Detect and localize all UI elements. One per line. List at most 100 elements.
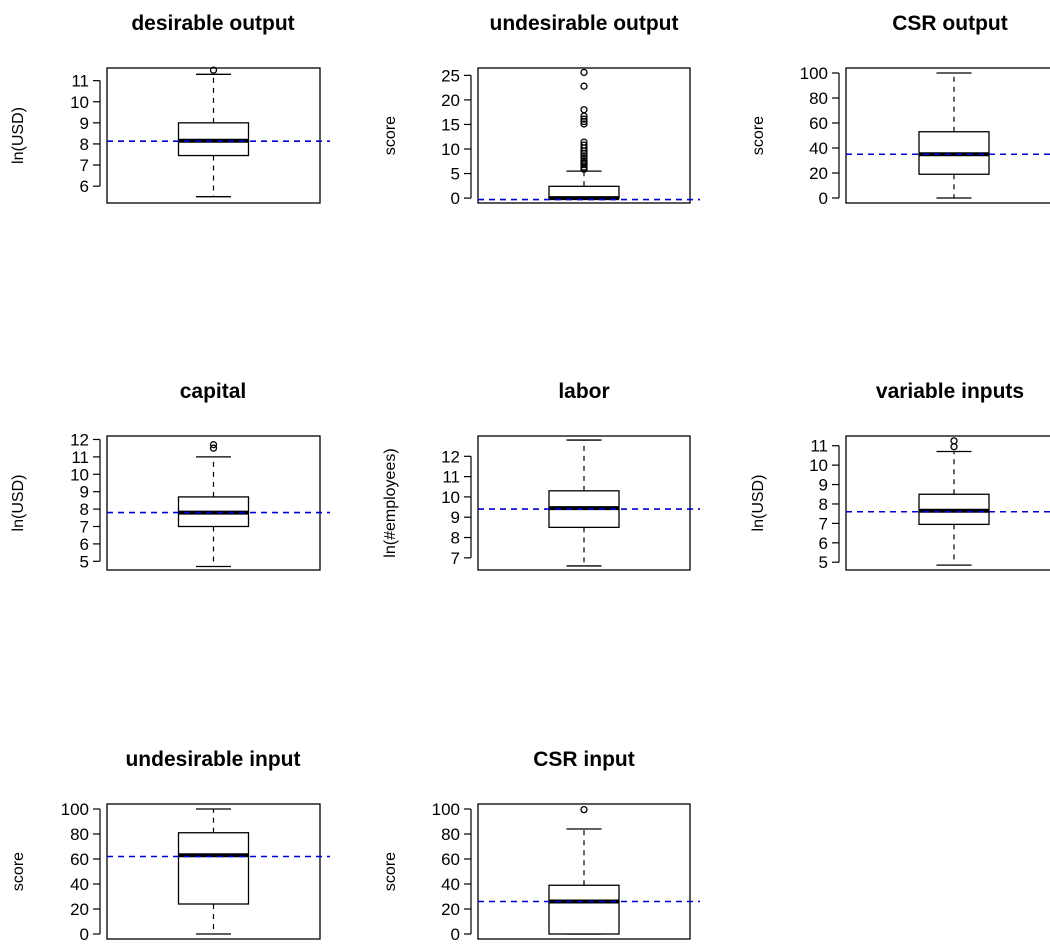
y-tick-label: 12: [70, 430, 89, 449]
y-tick-label: 10: [70, 93, 89, 112]
plot-frame: [106, 435, 321, 571]
y-tick-label: 7: [819, 514, 828, 533]
y-axis-label: score: [382, 116, 399, 155]
outlier-point: [580, 154, 588, 162]
y-tick-label: 10: [809, 456, 828, 475]
y-tick-label: 6: [80, 535, 89, 554]
chart-title: desirable output: [131, 12, 294, 35]
y-tick-label: 20: [441, 900, 460, 919]
y-tick-label: 10: [70, 465, 89, 484]
y-tick-label: 60: [70, 850, 89, 869]
y-tick-label: 9: [80, 483, 89, 502]
y-tick-label: 0: [80, 925, 89, 944]
outlier-point: [209, 441, 218, 449]
outlier-point: [580, 68, 588, 77]
chart-panel: desirable output ln(USD) 6 7 8 9 10 11: [10, 12, 330, 204]
y-axis-label: score: [750, 116, 767, 155]
y-tick-label: 8: [819, 495, 828, 514]
y-tick-label: 0: [451, 925, 460, 944]
y-axis-label: ln(USD): [750, 475, 767, 532]
plot-frame: [845, 67, 1050, 204]
y-tick-label: 25: [441, 66, 460, 85]
y-tick-label: 8: [80, 500, 89, 519]
y-tick-label: 60: [441, 850, 460, 869]
y-tick-label: 20: [809, 164, 828, 183]
y-tick-label: 100: [61, 800, 89, 819]
y-tick-label: 40: [70, 875, 89, 894]
y-tick-label: 0: [451, 189, 460, 208]
outlier-point: [580, 106, 588, 114]
y-tick-label: 40: [441, 875, 460, 894]
y-tick-label: 20: [70, 900, 89, 919]
y-tick-label: 100: [432, 800, 460, 819]
y-axis-label: score: [382, 852, 399, 891]
y-tick-label: 6: [80, 177, 89, 196]
outlier-point: [209, 66, 218, 74]
y-tick-label: 20: [441, 91, 460, 110]
plot-frame: [106, 803, 321, 940]
y-tick-label: 9: [451, 508, 460, 527]
chart-title: capital: [180, 380, 247, 403]
y-tick-label: 0: [819, 189, 828, 208]
chart-panel: undesirable output score 0 5 10 15 20 25: [382, 12, 700, 208]
y-tick-label: 7: [80, 156, 89, 175]
outlier-point: [580, 120, 588, 128]
y-tick-label: 7: [80, 517, 89, 536]
outlier-point: [580, 115, 588, 123]
y-axis-label: ln(#employees): [382, 448, 399, 557]
y-axis-label: ln(USD): [10, 107, 27, 164]
outlier-point: [950, 443, 958, 451]
box-iqr: [548, 884, 620, 935]
y-tick-label: 12: [441, 447, 460, 466]
box-iqr: [177, 832, 250, 905]
chart-title: undesirable output: [490, 12, 679, 35]
chart-title: CSR output: [892, 12, 1007, 35]
outlier-point: [580, 805, 588, 814]
y-tick-label: 100: [800, 64, 828, 83]
y-tick-label: 8: [80, 135, 89, 154]
chart-title: variable inputs: [876, 380, 1024, 403]
y-axis-label: ln(USD): [10, 475, 27, 532]
y-tick-label: 11: [442, 468, 460, 487]
chart-title: undesirable input: [125, 748, 300, 771]
outlier-point: [580, 152, 588, 160]
y-tick-label: 8: [451, 529, 460, 548]
y-tick-label: 9: [80, 114, 89, 133]
plot-frame: [477, 435, 691, 571]
chart-panel: undesirable input score 0 20 40 60 80 100: [10, 748, 330, 944]
plot-frame: [477, 803, 691, 940]
outlier-point: [580, 82, 588, 90]
y-tick-label: 80: [441, 825, 460, 844]
y-tick-label: 5: [451, 165, 460, 184]
y-tick-label: 9: [819, 476, 828, 495]
y-axis-label: score: [10, 852, 27, 891]
y-tick-label: 10: [441, 488, 460, 507]
outlier-point: [209, 444, 218, 452]
outlier-point: [580, 157, 588, 165]
outlier-point: [580, 141, 588, 149]
y-tick-label: 15: [441, 115, 460, 134]
y-tick-label: 7: [451, 549, 460, 568]
y-tick-label: 80: [809, 89, 828, 108]
y-tick-label: 5: [80, 552, 89, 571]
y-tick-label: 40: [809, 139, 828, 158]
y-tick-label: 10: [441, 140, 460, 159]
chart-panel: CSR output score 0 20 40 60 80 100: [750, 12, 1050, 208]
chart-title: CSR input: [533, 748, 634, 771]
y-tick-label: 11: [71, 448, 89, 467]
y-tick-label: 11: [810, 437, 828, 456]
y-tick-label: 80: [70, 825, 89, 844]
y-tick-label: 6: [819, 534, 828, 553]
chart-panel: CSR input score 0 20 40 60 80 100: [382, 748, 700, 944]
plot-frame: [477, 67, 691, 204]
outlier-point: [950, 437, 958, 445]
chart-title: labor: [558, 380, 609, 403]
outlier-point: [580, 138, 588, 146]
y-tick-label: 5: [819, 553, 828, 572]
plot-frame: [845, 435, 1050, 571]
y-tick-label: 11: [71, 72, 89, 91]
